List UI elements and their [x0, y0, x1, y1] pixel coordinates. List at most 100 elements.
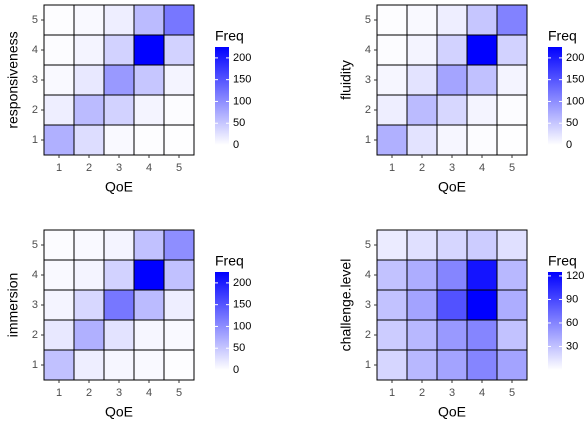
heat-cell — [43, 34, 75, 66]
x-tick-label: 5 — [176, 387, 182, 399]
heat-cell — [103, 124, 135, 156]
y-tick-label: 3 — [32, 299, 38, 311]
heat-cell — [496, 319, 528, 351]
heat-cell — [496, 289, 528, 321]
heat-cell — [73, 229, 105, 261]
heat-cell — [133, 349, 165, 381]
heat-cell — [133, 289, 165, 321]
colorbar-tick-label: 90 — [566, 293, 578, 305]
heat-cell — [406, 289, 438, 321]
colorbar-tick-label: 200 — [566, 52, 584, 64]
x-tick-label: 5 — [176, 162, 182, 174]
y-tick-label: 4 — [365, 44, 371, 56]
legend-title: Freq — [548, 28, 577, 44]
legend-title: Freq — [215, 253, 244, 269]
heat-cell — [406, 124, 438, 156]
heat-cell — [376, 259, 408, 291]
x-tick-label: 2 — [86, 162, 92, 174]
heat-cell — [103, 94, 135, 126]
heat-cell — [133, 34, 165, 66]
y-tick-label: 2 — [365, 104, 371, 116]
x-tick-label: 4 — [146, 162, 152, 174]
y-tick-label: 4 — [365, 269, 371, 281]
heat-cell — [436, 34, 468, 66]
colorbar — [548, 47, 562, 145]
heat-cell — [133, 94, 165, 126]
colorbar-tick-label: 120 — [566, 270, 584, 282]
x-axis-label: QoE — [438, 404, 466, 420]
heat-cell — [163, 349, 195, 381]
heat-cell — [376, 34, 408, 66]
colorbar-tick-label: 150 — [233, 74, 251, 86]
colorbar-tick-label: 100 — [566, 95, 584, 107]
heat-cell — [436, 124, 468, 156]
y-tick-label: 5 — [365, 239, 371, 251]
x-tick-label: 5 — [509, 387, 515, 399]
heat-cell — [436, 349, 468, 381]
heat-cell — [466, 124, 498, 156]
heat-cell — [133, 64, 165, 96]
colorbar-tick-label: 50 — [233, 342, 245, 354]
heat-cell — [103, 4, 135, 36]
x-axis-label: QoE — [438, 179, 466, 195]
legend-title: Freq — [215, 28, 244, 44]
heat-cell — [466, 259, 498, 291]
heat-cell — [406, 229, 438, 261]
y-tick-label: 1 — [32, 134, 38, 146]
x-axis-label: QoE — [105, 179, 133, 195]
heat-cell — [133, 229, 165, 261]
colorbar-tick-label: 30 — [566, 340, 578, 352]
heat-cell — [133, 4, 165, 36]
heat-cell — [406, 34, 438, 66]
heat-cell — [376, 229, 408, 261]
heat-cell — [133, 124, 165, 156]
heat-cell — [163, 94, 195, 126]
heat-cell — [43, 289, 75, 321]
heat-cell — [43, 64, 75, 96]
heat-cell — [103, 319, 135, 351]
heat-cell — [496, 94, 528, 126]
heat-cell — [43, 229, 75, 261]
colorbar-tick-label: 200 — [233, 52, 251, 64]
heat-cell — [496, 124, 528, 156]
colorbar — [215, 272, 229, 370]
heat-cell — [43, 124, 75, 156]
y-tick-label: 4 — [32, 44, 38, 56]
heat-cell — [73, 94, 105, 126]
heat-cell — [163, 4, 195, 36]
heat-cell — [103, 64, 135, 96]
heat-cell — [496, 229, 528, 261]
colorbar-tick-label: 50 — [566, 117, 578, 129]
y-tick-label: 1 — [32, 359, 38, 371]
heat-cell — [496, 64, 528, 96]
heat-cell — [163, 34, 195, 66]
y-axis-label: challenge.level — [338, 259, 354, 352]
y-tick-label: 2 — [32, 104, 38, 116]
heat-cell — [406, 64, 438, 96]
colorbar-tick-label: 0 — [233, 364, 239, 376]
heat-cell — [466, 289, 498, 321]
heat-cell — [406, 319, 438, 351]
heat-cell — [496, 34, 528, 66]
x-tick-label: 1 — [56, 387, 62, 399]
heat-cell — [466, 34, 498, 66]
x-tick-label: 2 — [419, 387, 425, 399]
heat-cell — [73, 319, 105, 351]
heat-cell — [406, 259, 438, 291]
heat-cell — [133, 259, 165, 291]
heat-cell — [103, 34, 135, 66]
colorbar-tick-label: 150 — [566, 74, 584, 86]
heat-cell — [73, 64, 105, 96]
heat-cell — [163, 259, 195, 291]
x-tick-label: 4 — [479, 387, 485, 399]
heat-cell — [466, 94, 498, 126]
x-tick-label: 4 — [479, 162, 485, 174]
x-axis-label: QoE — [105, 404, 133, 420]
colorbar — [215, 47, 229, 145]
heat-cell — [73, 34, 105, 66]
x-tick-label: 4 — [146, 387, 152, 399]
heat-cell — [133, 319, 165, 351]
heat-cell — [436, 259, 468, 291]
x-tick-label: 2 — [419, 162, 425, 174]
